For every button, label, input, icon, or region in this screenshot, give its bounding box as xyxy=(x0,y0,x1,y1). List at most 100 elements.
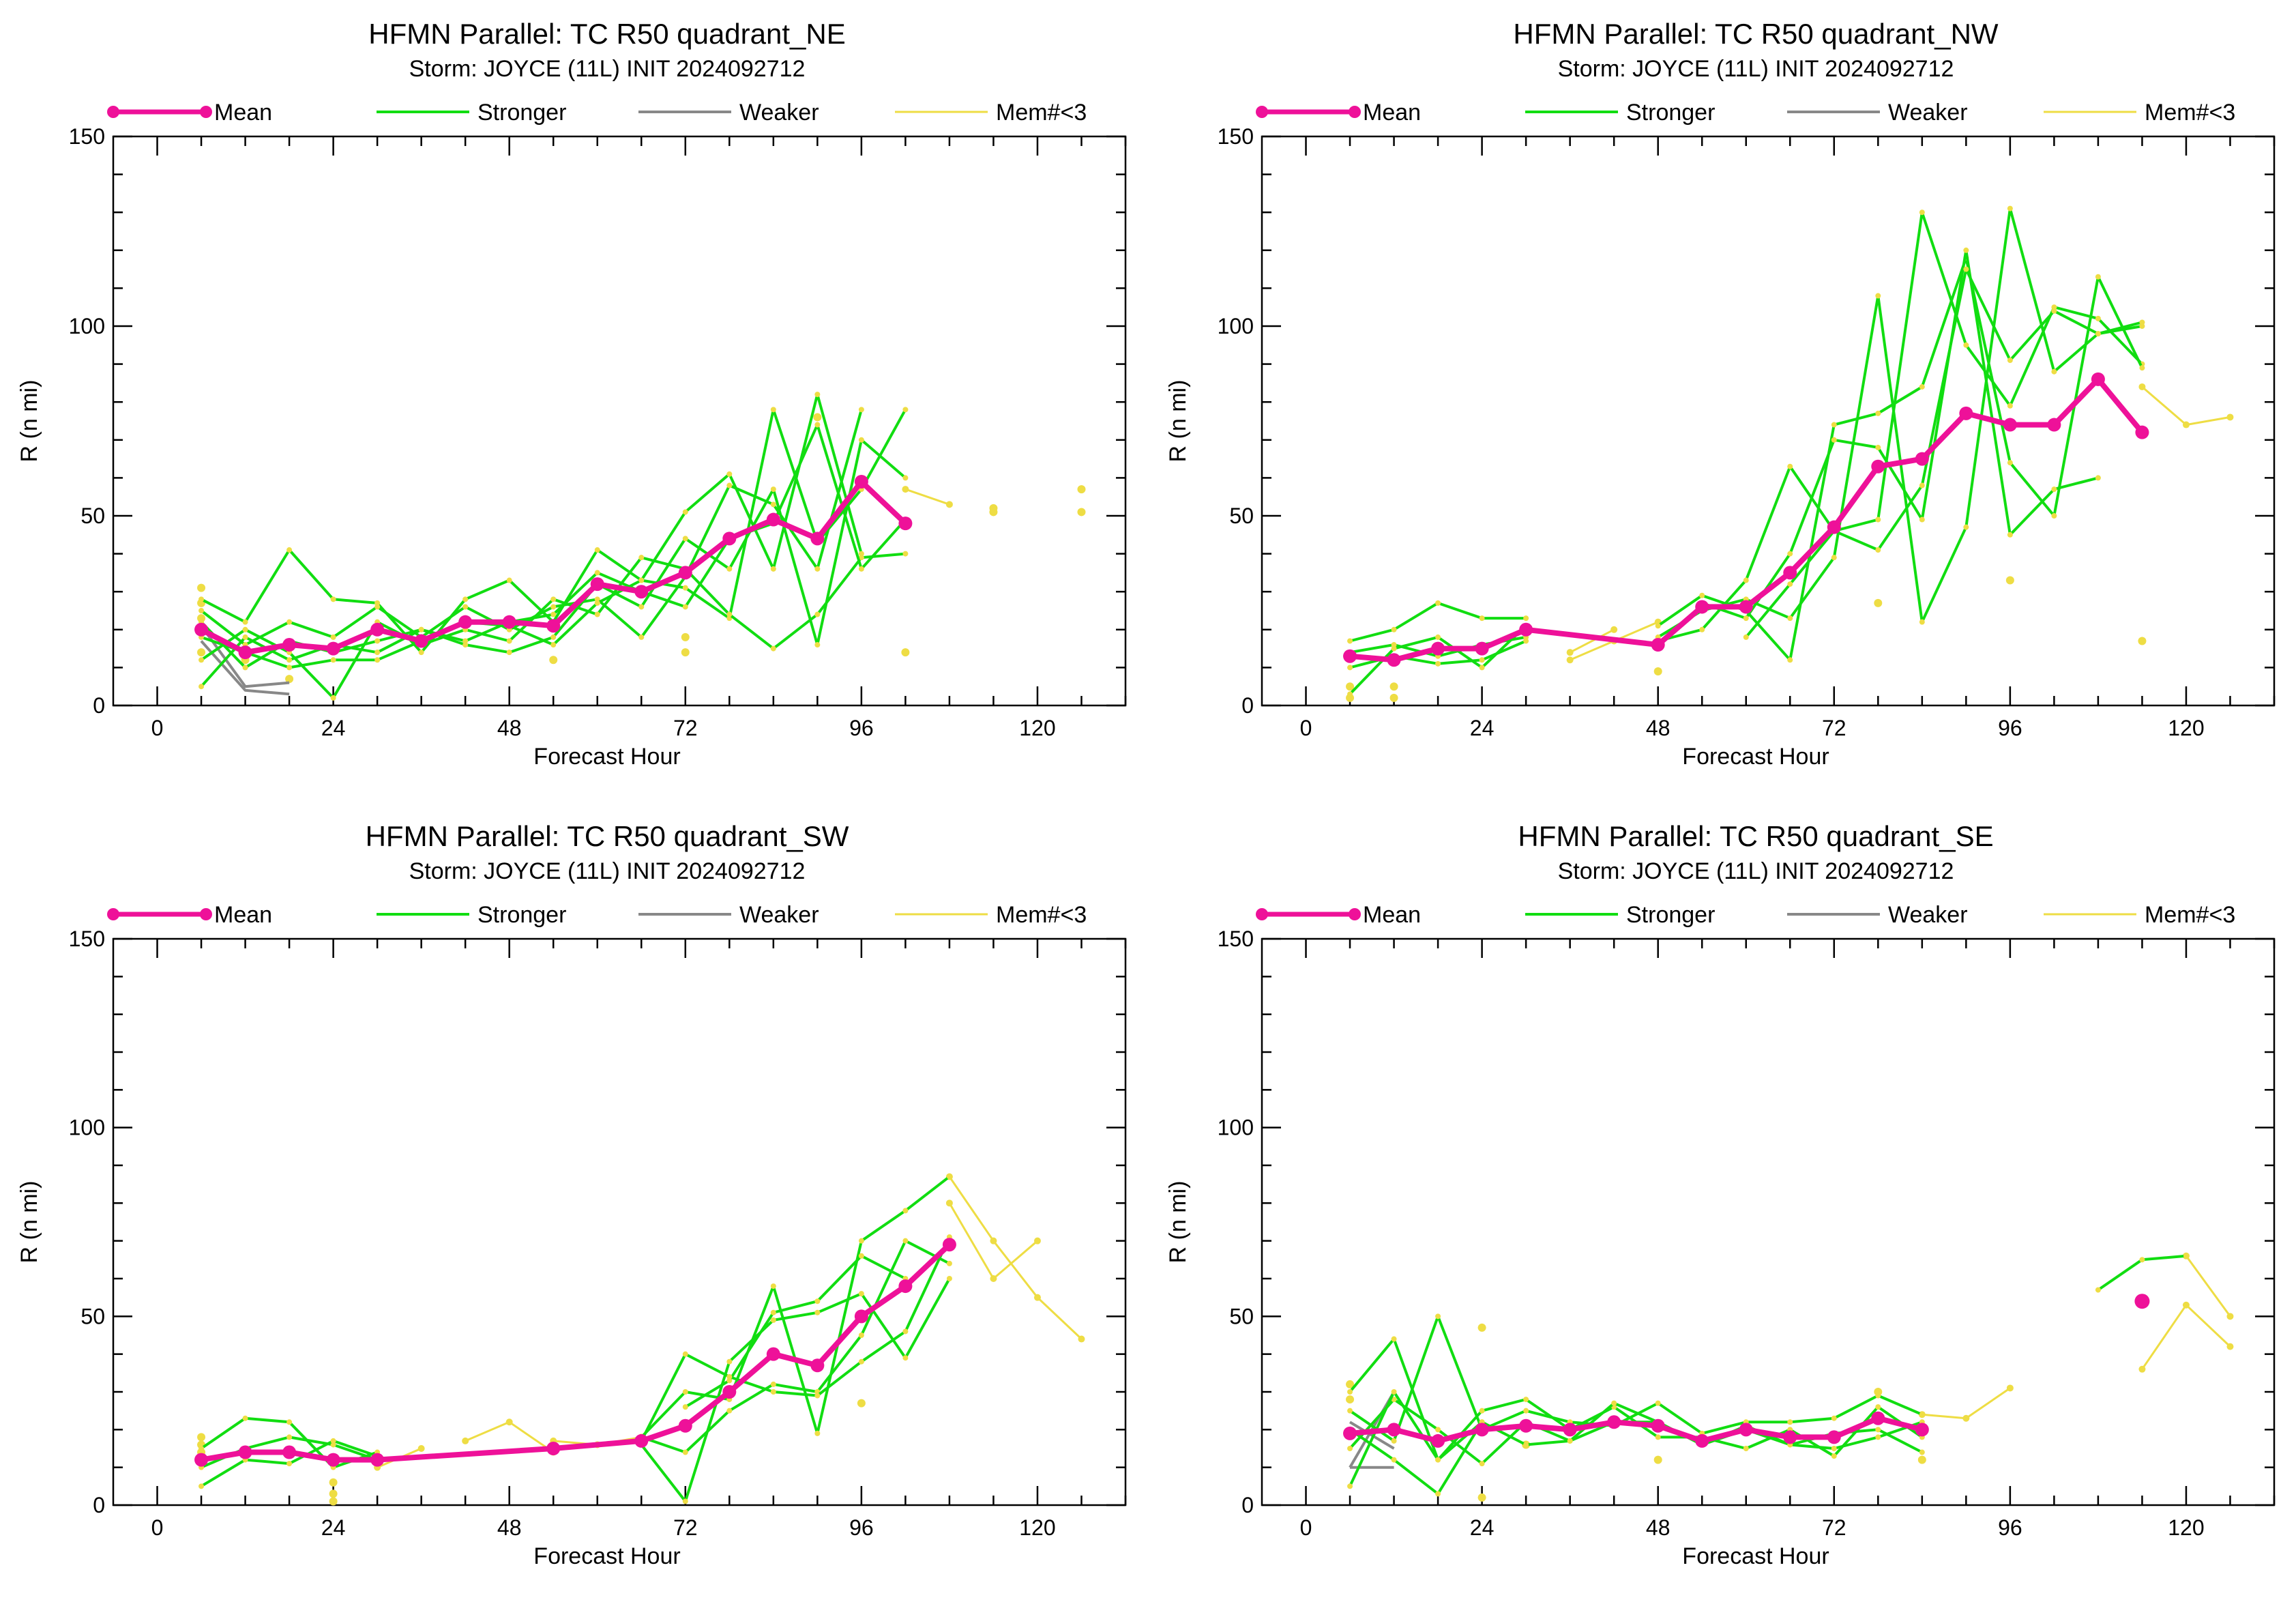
member-point xyxy=(1875,1434,1881,1440)
chart-title: HFMN Parallel: TC R50 quadrant_SW xyxy=(366,820,849,852)
few-member-line xyxy=(948,1176,1083,1340)
plot-frame xyxy=(1261,135,2276,707)
mean-point xyxy=(2091,372,2105,386)
few-member-point xyxy=(1346,682,1355,691)
legend-mean-label: Mean xyxy=(1363,100,1421,126)
mean-point xyxy=(502,615,516,629)
plot-frame xyxy=(112,937,1127,1506)
y-tick-label: 100 xyxy=(1218,1116,1254,1140)
chart-subtitle: Storm: JOYCE (11L) INIT 2024092712 xyxy=(1558,858,1954,884)
member-point xyxy=(1831,437,1837,443)
few-member-point xyxy=(197,1433,206,1442)
few-member-point xyxy=(1653,1455,1662,1464)
member-point xyxy=(1523,1397,1529,1403)
member-point xyxy=(1963,247,1969,253)
few-member-point xyxy=(902,486,909,493)
member-point xyxy=(1919,209,1925,216)
few-member-point xyxy=(329,1497,338,1506)
member-point xyxy=(902,407,909,413)
y-tick-label: 150 xyxy=(1218,124,1254,149)
member-point xyxy=(1347,1483,1353,1489)
member-point xyxy=(462,604,469,610)
member-point xyxy=(198,684,205,690)
member-point xyxy=(418,650,424,656)
mean-point xyxy=(1695,600,1709,614)
few-member-point xyxy=(285,675,294,684)
x-axis-label: Forecast Hour xyxy=(1682,1543,1829,1569)
member-point xyxy=(1347,1446,1353,1451)
mean-point xyxy=(898,516,913,531)
member-point xyxy=(858,551,864,557)
mean-point xyxy=(634,585,649,599)
member-point xyxy=(1963,342,1969,348)
legend-mean-label: Mean xyxy=(1363,902,1421,928)
member-point xyxy=(814,642,821,648)
mean-point xyxy=(810,1358,825,1373)
mean-point xyxy=(1739,600,1753,614)
member-point xyxy=(770,1317,776,1323)
member-point xyxy=(594,547,600,553)
few-member-point xyxy=(505,1418,513,1426)
mean-point xyxy=(1343,1426,1357,1440)
few-member-point xyxy=(990,1275,997,1282)
member-point xyxy=(330,657,336,663)
x-tick-label: 0 xyxy=(151,716,164,740)
member-point xyxy=(1435,1313,1441,1320)
member-point xyxy=(594,570,600,576)
few-member-point xyxy=(1874,598,1883,607)
mean-point xyxy=(1519,622,1533,637)
mean-point xyxy=(854,474,868,489)
weaker-member-line xyxy=(200,625,290,688)
x-tick-label: 96 xyxy=(849,1515,874,1540)
mean-point xyxy=(1475,641,1489,656)
stronger-member-line xyxy=(201,393,863,654)
member-point xyxy=(726,1378,733,1384)
member-point xyxy=(814,611,821,617)
stronger-member-line xyxy=(1701,248,2099,620)
mean-point xyxy=(1387,1423,1401,1437)
member-point xyxy=(858,566,864,572)
member-point xyxy=(1655,1434,1661,1440)
member-point xyxy=(682,536,688,542)
member-point xyxy=(286,1461,293,1467)
member-point xyxy=(1919,1412,1925,1418)
legend-mean-marker xyxy=(200,106,212,118)
member-point xyxy=(242,619,248,625)
mean-point xyxy=(414,634,428,648)
member-point xyxy=(198,1483,205,1489)
legend-stronger-label: Stronger xyxy=(1626,902,1715,928)
member-point xyxy=(1523,615,1529,622)
few-member-point xyxy=(2182,1301,2190,1309)
member-point xyxy=(2095,274,2101,280)
member-point xyxy=(1919,1449,1925,1455)
few-member-point xyxy=(2182,421,2190,428)
member-point xyxy=(1787,581,1793,587)
member-point xyxy=(1919,482,1925,489)
member-point xyxy=(1479,665,1485,671)
x-tick-label: 0 xyxy=(151,1515,164,1540)
member-point xyxy=(242,626,248,632)
chart-subtitle: Storm: JOYCE (11L) INIT 2024092712 xyxy=(409,858,806,884)
y-tick-label: 0 xyxy=(1241,1493,1254,1517)
member-point xyxy=(858,407,864,413)
member-point xyxy=(462,638,469,644)
member-point xyxy=(374,638,381,644)
chart-subtitle: Storm: JOYCE (11L) INIT 2024092712 xyxy=(1558,56,1954,82)
member-point xyxy=(1787,463,1793,469)
x-tick-label: 120 xyxy=(2168,1515,2204,1540)
member-point xyxy=(1831,1446,1837,1451)
member-point xyxy=(286,619,293,625)
member-point xyxy=(814,1298,821,1305)
x-axis-label: Forecast Hour xyxy=(533,1543,680,1569)
member-point xyxy=(506,638,512,644)
member-point xyxy=(1875,516,1881,523)
y-tick-label: 0 xyxy=(93,693,105,718)
y-tick-label: 150 xyxy=(1218,927,1254,951)
mean-point xyxy=(1563,1423,1577,1437)
x-tick-label: 72 xyxy=(673,716,698,740)
member-point xyxy=(814,566,821,572)
legend-mean-marker xyxy=(107,908,119,920)
few-member-point xyxy=(1962,1414,1970,1422)
mean-point xyxy=(546,619,561,633)
few-member-point xyxy=(1077,508,1086,516)
